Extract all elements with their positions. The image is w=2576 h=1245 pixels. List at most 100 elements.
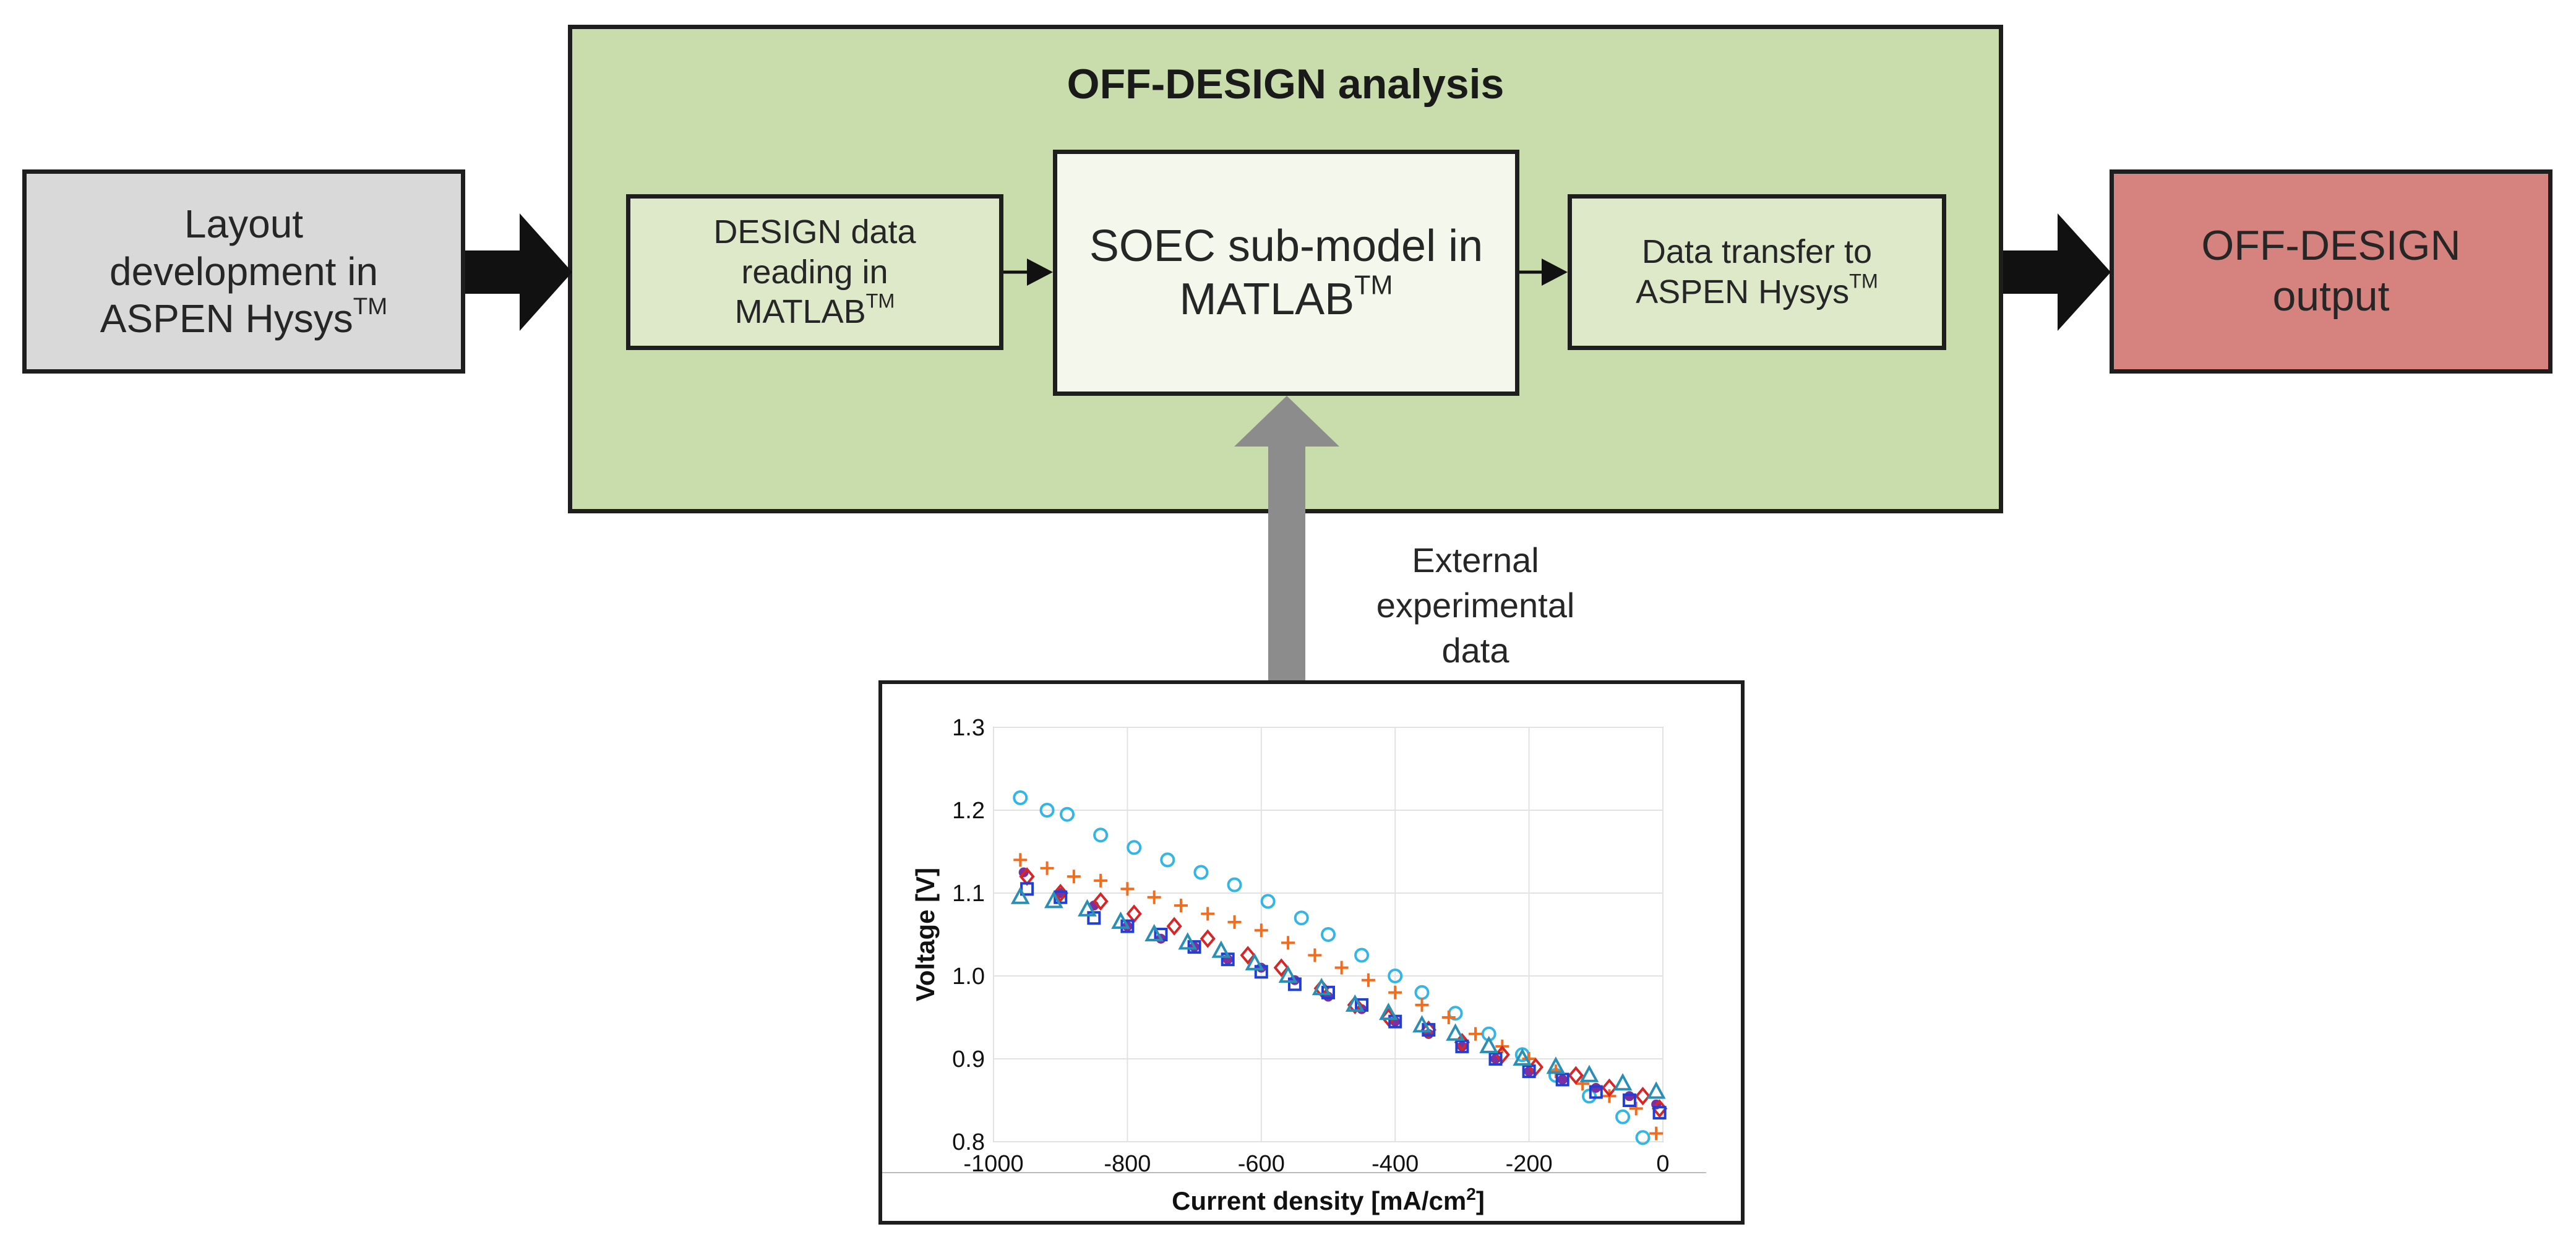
- teal-triangles-point: [1613, 1073, 1633, 1091]
- y-axis-label: Voltage [V]: [911, 868, 940, 1001]
- cyan-circles-point: [1093, 828, 1109, 843]
- blue-squares-point: [1120, 919, 1135, 933]
- soec-line2: MATLAB: [1179, 275, 1355, 324]
- cyan-circles-point: [1635, 1130, 1651, 1145]
- cyan-circles-point: [1321, 927, 1336, 942]
- cyan-circles-point: [1060, 806, 1075, 822]
- y-tick-label: 0.8: [952, 1129, 985, 1155]
- red-diamonds-point: [1420, 1020, 1436, 1040]
- orange-plus-point: [1649, 1126, 1664, 1140]
- cyan-circles-point: [1039, 803, 1055, 818]
- ext-line2: experimental: [1376, 585, 1575, 625]
- blue-squares-point: [1589, 1085, 1603, 1099]
- purple-dots-point: [1591, 1082, 1601, 1093]
- experimental-chart-frame: -1000 -800 -600 -400 -200 0 0.8 0.9 1.0 1.1 1.2 1.3…: [878, 680, 1745, 1225]
- blue-squares-point: [1522, 1064, 1536, 1079]
- layout-line3: ASPEN Hysys: [100, 296, 353, 341]
- layout-line2: development in: [109, 249, 379, 294]
- red-diamonds-point: [1273, 958, 1289, 977]
- teal-triangles-point: [1379, 1003, 1398, 1020]
- transfer-line1: Data transfer to: [1641, 233, 1873, 271]
- y-tick-label: 1.2: [952, 798, 985, 824]
- cyan-circles-point: [1388, 969, 1403, 983]
- orange-plus-point: [1227, 915, 1242, 929]
- blue-squares-point: [1422, 1023, 1436, 1037]
- teal-triangles-point: [1178, 932, 1198, 950]
- orange-plus-point: [1147, 890, 1161, 904]
- transfer-tm: TM: [1849, 270, 1878, 293]
- red-diamonds-point: [1093, 892, 1109, 911]
- design-line3: MATLAB: [734, 293, 866, 331]
- analysis-title: OFF-DESIGN analysis: [1067, 61, 1505, 108]
- teal-triangles-point: [1479, 1035, 1499, 1053]
- orange-plus-point: [1441, 1011, 1456, 1024]
- cyan-circles-point: [1260, 894, 1276, 909]
- teal-triangles-point: [1044, 891, 1063, 909]
- blue-squares-point: [1622, 1093, 1636, 1107]
- cyan-circles-point: [1160, 852, 1175, 868]
- output-line1: OFF-DESIGN: [2201, 222, 2461, 270]
- design-tm: TM: [865, 290, 895, 313]
- teal-triangles-point: [1010, 886, 1030, 904]
- orange-plus-point: [1201, 907, 1215, 921]
- orange-plus-point: [1281, 936, 1295, 950]
- cyan-circles-point: [1127, 840, 1142, 855]
- arrow-layout-to-analysis: [465, 213, 572, 331]
- x-axis-label: Current density [mA/cm2]: [1172, 1184, 1485, 1215]
- purple-dots-point: [1624, 1091, 1634, 1102]
- teal-triangles-point: [1144, 923, 1164, 941]
- layout-line1: Layout: [184, 201, 304, 246]
- design-line2: reading in: [741, 253, 888, 291]
- blue-squares-point: [1652, 1106, 1667, 1120]
- soec-line1: SOEC sub-model in: [1089, 221, 1483, 271]
- red-diamonds-point: [1166, 917, 1182, 936]
- orange-plus-point: [1415, 998, 1429, 1012]
- cyan-circles-point: [1227, 877, 1242, 892]
- teal-triangles-point: [1312, 977, 1331, 996]
- x-tick-label: 0: [1656, 1151, 1669, 1177]
- data-transfer-box: Data transfer to ASPEN HysysTM: [1568, 194, 1946, 350]
- blue-squares-point: [1321, 985, 1335, 999]
- external-data-label: External experimental data: [1330, 538, 1621, 673]
- ext-line3: data: [1441, 630, 1509, 670]
- soec-submodel-box: SOEC sub-model in MATLABTM: [1053, 150, 1519, 396]
- red-diamonds-point: [1200, 929, 1216, 948]
- output-line2: output: [2272, 273, 2390, 320]
- purple-dots-point: [1457, 1041, 1467, 1051]
- teal-triangles-point: [1646, 1081, 1666, 1099]
- off-design-output-box: OFF-DESIGN output: [2110, 169, 2552, 374]
- orange-plus-point: [1308, 948, 1322, 962]
- design-line1: DESIGN data: [713, 213, 916, 250]
- orange-plus-point: [1469, 1027, 1483, 1041]
- teal-triangles-point: [1245, 952, 1264, 970]
- orange-plus-point: [1094, 873, 1108, 888]
- teal-triangles-point: [1211, 940, 1231, 958]
- transfer-line2: ASPEN Hysys: [1636, 273, 1850, 310]
- y-tick-label: 1.1: [952, 881, 985, 907]
- red-diamonds-point: [1568, 1066, 1584, 1085]
- red-diamonds-point: [1601, 1078, 1618, 1098]
- orange-plus-point: [1040, 861, 1054, 875]
- orange-plus-point: [1361, 973, 1375, 987]
- cyan-circles-point: [1193, 865, 1209, 880]
- soec-tm: TM: [1354, 270, 1393, 301]
- teal-triangles-point: [1345, 994, 1365, 1012]
- teal-triangles-point: [1579, 1064, 1599, 1082]
- orange-plus-point: [1254, 923, 1268, 938]
- orange-plus-point: [1013, 853, 1028, 867]
- blue-squares-point: [1187, 940, 1201, 954]
- layout-tm: TM: [353, 293, 388, 320]
- arrow-analysis-to-output: [2003, 213, 2111, 331]
- cyan-circles-point: [1615, 1109, 1631, 1124]
- voltage-chart: -1000 -800 -600 -400 -200 00.80.91.01.11.21.3…: [882, 715, 1706, 1215]
- cyan-circles-point: [1354, 948, 1370, 963]
- blue-squares-point: [1455, 1039, 1469, 1053]
- cyan-circles-point: [1294, 910, 1309, 926]
- red-diamonds-point: [1634, 1087, 1651, 1106]
- layout-development-box: Layout development in ASPEN HysysTM: [22, 169, 465, 374]
- blue-squares-point: [1488, 1052, 1503, 1066]
- blue-squares-point: [1555, 1072, 1569, 1087]
- orange-plus-point: [1120, 882, 1135, 896]
- y-tick-label: 0.9: [952, 1046, 985, 1072]
- teal-triangles-point: [1111, 911, 1130, 929]
